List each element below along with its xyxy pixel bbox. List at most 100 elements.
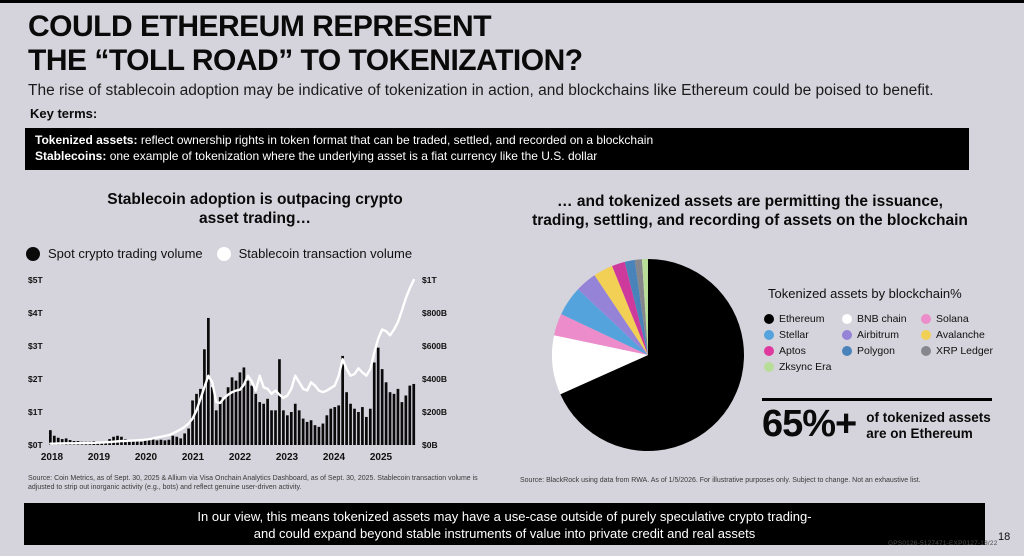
legend-swatch — [764, 362, 774, 372]
legend-label: Spot crypto trading volume — [48, 246, 203, 261]
definition-term: Tokenized assets: — [35, 133, 138, 147]
legend-label: Aptos — [779, 345, 806, 357]
svg-text:$600B: $600B — [422, 341, 447, 351]
page-title-line2: THE “TOLL ROAD” TO TOKENIZATION? — [28, 44, 583, 77]
footer-banner-line1: In our view, this means tokenized assets… — [197, 509, 812, 524]
legend-label: Stablecoin transaction volume — [238, 246, 413, 261]
legend-item-stellar: Stellar — [764, 329, 842, 341]
right-chart-source: Source: BlackRock using data from RWA. A… — [520, 477, 921, 484]
pie-slice-airbitrum — [578, 275, 648, 355]
compliance-code: GPS0126-5127471-EXP0127-18/22 — [888, 540, 998, 547]
legend-swatch — [764, 346, 774, 356]
footer-banner-line2: and could expand beyond stable instrumen… — [253, 526, 756, 541]
callout-text-line1: of tokenized assets — [866, 410, 991, 425]
svg-text:$0T: $0T — [28, 440, 43, 450]
footer-banner: In our view, this means tokenized assets… — [24, 503, 985, 545]
key-terms-label: Key terms: — [30, 106, 98, 121]
pie-chart — [540, 247, 756, 463]
legend-swatch — [842, 330, 852, 340]
svg-text:2021: 2021 — [182, 452, 205, 463]
bar-line-chart-svg: $5T $4T $3T $2T $1T $0T $1T $800B $600B $400B $200… — [28, 275, 447, 463]
top-border-strip — [0, 0, 1024, 3]
pie-legend: Ethereum Stellar Aptos Zksync Era BNB chain A… — [764, 313, 993, 373]
legend-swatch — [921, 314, 931, 324]
pie-chart-svg — [552, 259, 744, 451]
left-chart-title: Stablecoin adoption is outpacing crypto … — [60, 190, 450, 228]
svg-text:$200B: $200B — [422, 407, 447, 417]
left-chart-title-line2: asset trading… — [199, 210, 311, 227]
svg-text:2020: 2020 — [135, 452, 158, 463]
svg-text:2022: 2022 — [229, 452, 252, 463]
left-chart-title-line1: Stablecoin adoption is outpacing crypto — [107, 191, 403, 208]
svg-text:$400B: $400B — [422, 374, 447, 384]
svg-text:$800B: $800B — [422, 308, 447, 318]
right-chart-title-line1: … and tokenized assets are permitting th… — [557, 193, 943, 210]
legend-item-ethereum: Ethereum — [764, 313, 842, 325]
callout-text-line2: are on Ethereum — [866, 426, 973, 441]
svg-text:$0B: $0B — [422, 440, 438, 450]
callout-stat: 65%+ — [762, 403, 857, 445]
svg-text:$3T: $3T — [28, 341, 43, 351]
svg-text:2018: 2018 — [41, 452, 64, 463]
legend-item-airbitrum: Airbitrum — [842, 329, 921, 341]
legend-swatch — [921, 346, 931, 356]
pie-slice-xrp-ledger — [634, 259, 648, 355]
legend-label: Polygon — [857, 345, 895, 357]
legend-item-spot-crypto: Spot crypto trading volume — [26, 246, 203, 261]
svg-text:$1T: $1T — [422, 275, 437, 285]
svg-text:$4T: $4T — [28, 308, 43, 318]
legend-swatch-black-dot — [26, 246, 40, 261]
left-chart-source: Source: Coin Metrics, as of Sept. 30, 20… — [28, 475, 478, 491]
callout-divider-rule — [762, 398, 992, 401]
legend-label: Airbitrum — [857, 329, 900, 341]
legend-label: Avalanche — [936, 329, 985, 341]
legend-item-avalanche: Avalanche — [921, 329, 993, 341]
pie-slice-polygon — [624, 259, 648, 355]
definition-term: Stablecoins: — [35, 148, 107, 163]
pie-legend-column: Ethereum Stellar Aptos Zksync Era — [764, 313, 842, 373]
legend-item-solana: Solana — [921, 313, 993, 325]
legend-label: Zksync Era — [779, 361, 832, 373]
definition-text: one example of tokenization where the un… — [106, 148, 598, 163]
pie-legend-column: BNB chain Airbitrum Polygon — [842, 313, 921, 373]
page-title: COULD ETHEREUM REPRESENT THE “TOLL ROAD”… — [28, 10, 988, 78]
definition-tokenized-assets: Tokenized assets: reflect ownership righ… — [35, 133, 959, 149]
legend-label: Stellar — [779, 329, 809, 341]
legend-swatch — [842, 314, 852, 324]
left-chart-legend: Spot crypto trading volume Stablecoin tr… — [26, 246, 446, 261]
svg-text:$2T: $2T — [28, 374, 43, 384]
legend-item-zksync-era: Zksync Era — [764, 361, 842, 373]
legend-item-stablecoin: Stablecoin transaction volume — [216, 246, 413, 261]
legend-item-xrp-ledger: XRP Ledger — [921, 345, 993, 357]
page-number: 18 — [998, 531, 1011, 543]
definition-text: reflect ownership rights in token format… — [137, 133, 654, 147]
right-chart-title-line2: trading, settling, and recording of asse… — [532, 212, 968, 229]
svg-text:$1T: $1T — [28, 407, 43, 417]
legend-swatch — [764, 314, 774, 324]
legend-item-aptos: Aptos — [764, 345, 842, 357]
svg-text:2024: 2024 — [323, 452, 346, 463]
legend-label: Solana — [936, 313, 969, 325]
pie-chart-label: Tokenized assets by blockchain% — [768, 286, 962, 301]
legend-swatch — [921, 330, 931, 340]
legend-label: XRP Ledger — [936, 345, 994, 357]
page-title-line1: COULD ETHEREUM REPRESENT — [28, 10, 492, 43]
svg-text:2023: 2023 — [276, 452, 299, 463]
legend-swatch — [842, 346, 852, 356]
pie-slice-avalanche — [594, 265, 648, 355]
pie-slice-ethereum — [560, 259, 744, 451]
legend-item-bnb-chain: BNB chain — [842, 313, 921, 325]
pie-slice-zksync-era — [641, 259, 648, 355]
svg-text:2025: 2025 — [370, 452, 393, 463]
key-terms-banner: Tokenized assets: reflect ownership righ… — [25, 128, 969, 170]
svg-text:$5T: $5T — [28, 275, 43, 285]
pie-slice-aptos — [612, 261, 648, 355]
ethereum-stat-callout: 65%+ of tokenized assets are on Ethereum — [762, 404, 996, 444]
legend-item-polygon: Polygon — [842, 345, 921, 357]
legend-swatch — [764, 330, 774, 340]
pie-slice-solana — [554, 314, 648, 355]
right-chart-title: … and tokenized assets are permitting th… — [505, 192, 995, 230]
svg-text:2019: 2019 — [88, 452, 111, 463]
definition-stablecoins: Stablecoins: one example of tokenization… — [35, 149, 959, 165]
pie-legend-column: Solana Avalanche XRP Ledger — [921, 313, 993, 373]
